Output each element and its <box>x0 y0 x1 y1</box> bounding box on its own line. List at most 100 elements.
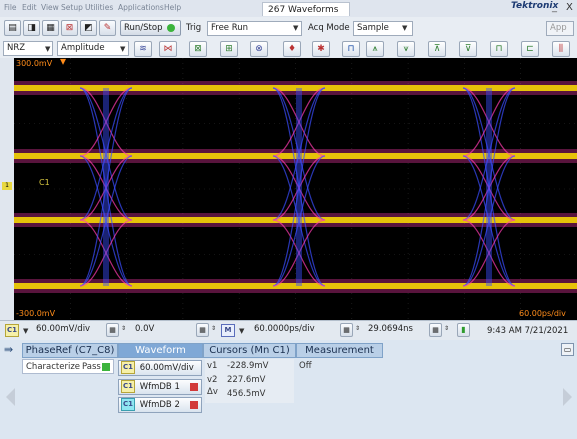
spin-arrows-icon[interactable]: ⇕ <box>444 325 450 332</box>
chevron-down-icon: ▼ <box>120 45 126 53</box>
vertical-scale-value[interactable]: 60.00mV/div <box>36 324 91 334</box>
timebase-label: 60.00ps/div <box>519 309 566 318</box>
transition-trace <box>79 87 133 157</box>
print-icon[interactable]: ▤ <box>4 20 21 36</box>
menu-view[interactable]: View <box>41 3 59 12</box>
trigger-mode-select[interactable]: Free Run <box>207 21 302 36</box>
transition-trace <box>79 87 133 287</box>
keypad-icon[interactable]: ▦ <box>196 323 209 337</box>
crossing-icon[interactable]: ⊗ <box>250 41 268 57</box>
scope-display[interactable]: 300.0mV ▾ -300.0mV 60.00ps/div C1 <box>14 58 577 320</box>
rise-edge-icon[interactable]: ⩚ <box>366 41 384 57</box>
characterize-row[interactable]: Characterize Pass <box>22 359 114 374</box>
menu-applications[interactable]: Applications <box>118 3 164 12</box>
pattern-icon[interactable]: ≋ <box>134 41 152 57</box>
characterize-label: Characterize <box>26 362 81 372</box>
tab-measurement[interactable]: Measurement <box>296 343 383 358</box>
crossing-band <box>103 88 109 286</box>
chevron-down-icon: ▼ <box>402 24 408 32</box>
encoding-select[interactable]: NRZ <box>3 41 53 56</box>
menu-utilities[interactable]: Utilities <box>85 3 114 12</box>
transition-trace <box>462 87 516 287</box>
channel-1-ground-marker[interactable]: 1 <box>2 182 12 190</box>
level-core <box>14 217 577 223</box>
status-icon[interactable]: ▮ <box>457 323 470 337</box>
spin-arrows-icon[interactable]: ⇕ <box>355 325 361 332</box>
waveform-count-tab: 267 Waveforms <box>262 2 350 16</box>
cursor-v2-label: v2 <box>207 375 218 385</box>
cursor-v1-label: v1 <box>207 361 218 371</box>
undershoot-icon[interactable]: ⊽ <box>459 41 477 57</box>
scroll-right-icon[interactable] <box>563 388 572 406</box>
zoom-icon[interactable]: ⊠ <box>189 41 207 57</box>
period-icon[interactable]: ⊓ <box>490 41 508 57</box>
app-button[interactable]: App <box>546 21 574 36</box>
wfmdb2-button[interactable]: C1 WfmDB 2 <box>118 397 202 413</box>
minimize-button[interactable]: _ <box>552 2 557 13</box>
acq-mode-select[interactable]: Sample <box>353 21 413 36</box>
position-value[interactable]: 29.0694ns <box>368 324 413 334</box>
channel-badge: C1 <box>121 398 135 411</box>
wfmdb1-label: WfmDB 1 <box>139 382 180 392</box>
transition-trace <box>462 219 516 287</box>
db-color-icon <box>190 401 198 409</box>
tab-cursors[interactable]: Cursors (Mn C1) <box>203 343 296 358</box>
brand-logo: Tektronix <box>511 1 559 11</box>
waveform-scale-label: 60.00mV/div <box>139 363 194 373</box>
menu-edit[interactable]: Edit <box>22 3 37 12</box>
autoset-icon[interactable]: ⊠ <box>61 20 78 36</box>
offset-value[interactable]: 0.0V <box>135 324 155 334</box>
top-scale-label: 300.0mV <box>16 59 53 68</box>
grid-icon[interactable]: ▦ <box>42 20 59 36</box>
spin-arrows-icon[interactable]: ⇕ <box>211 325 217 332</box>
wfmdb1-button[interactable]: C1 WfmDB 1 <box>118 379 202 395</box>
overshoot-icon[interactable]: ⊼ <box>428 41 446 57</box>
save-icon[interactable]: ◨ <box>23 20 40 36</box>
transition-trace <box>462 87 516 157</box>
secondary-toolbar: NRZ ▼ Amplitude ▼ ≋ ⋈ ⊠ ⊞ ⊗ ♦ ✱ ⊓ ⩚ ⩛ ⊼ … <box>0 40 577 58</box>
mask-icon[interactable]: ♦ <box>283 41 301 57</box>
fall-edge-icon[interactable]: ⩛ <box>397 41 415 57</box>
keypad-icon[interactable]: ▦ <box>429 323 442 337</box>
measurement-value: Off <box>299 361 312 371</box>
pencil-icon[interactable]: ✎ <box>99 20 116 36</box>
duty-icon[interactable]: ⫼ <box>552 41 570 57</box>
chart-icon[interactable]: ◩ <box>80 20 97 36</box>
keypad-icon[interactable]: ▦ <box>340 323 353 337</box>
waveform-scale-button[interactable]: C1 60.00mV/div <box>118 360 202 376</box>
close-button[interactable]: X <box>566 2 573 13</box>
channel-badge: C1 <box>121 361 135 374</box>
transition-trace <box>462 87 516 221</box>
channel-badge: C1 <box>121 380 135 393</box>
menu-setup[interactable]: Setup <box>61 3 83 12</box>
channel-label: C1 <box>39 178 50 187</box>
math-badge[interactable]: M <box>221 324 235 337</box>
tab-phaseref[interactable]: PhaseRef (C7_C8) <box>22 343 118 358</box>
run-indicator-icon <box>167 23 176 32</box>
menu-file[interactable]: File <box>4 3 17 12</box>
run-stop-label: Run/Stop <box>124 23 163 33</box>
marker-icon[interactable]: ✱ <box>312 41 330 57</box>
spin-arrows-icon[interactable]: ⇕ <box>121 325 127 332</box>
scroll-left-icon[interactable] <box>6 388 15 406</box>
width-icon[interactable]: ⊏ <box>521 41 539 57</box>
cursor-delta-label: Δv <box>207 387 218 397</box>
menu-bar: File Edit View Setup Utilities Applicati… <box>0 0 577 17</box>
tab-waveform[interactable]: Waveform <box>118 343 203 358</box>
datetime: 9:43 AM 7/21/2021 <box>487 326 569 336</box>
channel-badge[interactable]: C1 <box>5 324 19 337</box>
panel-toggle-icon[interactable]: ⇛ <box>4 343 14 356</box>
level-core <box>14 283 577 289</box>
menu-help[interactable]: Help <box>164 3 182 12</box>
histogram-icon[interactable]: ⊞ <box>220 41 238 57</box>
horizontal-scale-value[interactable]: 60.0000ps/div <box>254 324 315 334</box>
panel-menu-icon[interactable]: ▭ <box>561 343 574 356</box>
acq-mode-label: Acq Mode <box>308 23 350 33</box>
level-core <box>14 85 577 91</box>
keypad-icon[interactable]: ▦ <box>106 323 119 337</box>
measurement-select[interactable]: Amplitude <box>57 41 129 56</box>
pulse-icon[interactable]: ⊓ <box>342 41 360 57</box>
eye-diagram <box>14 58 577 320</box>
run-stop-button[interactable]: Run/Stop <box>120 20 181 36</box>
eye-pattern-icon[interactable]: ⋈ <box>159 41 177 57</box>
